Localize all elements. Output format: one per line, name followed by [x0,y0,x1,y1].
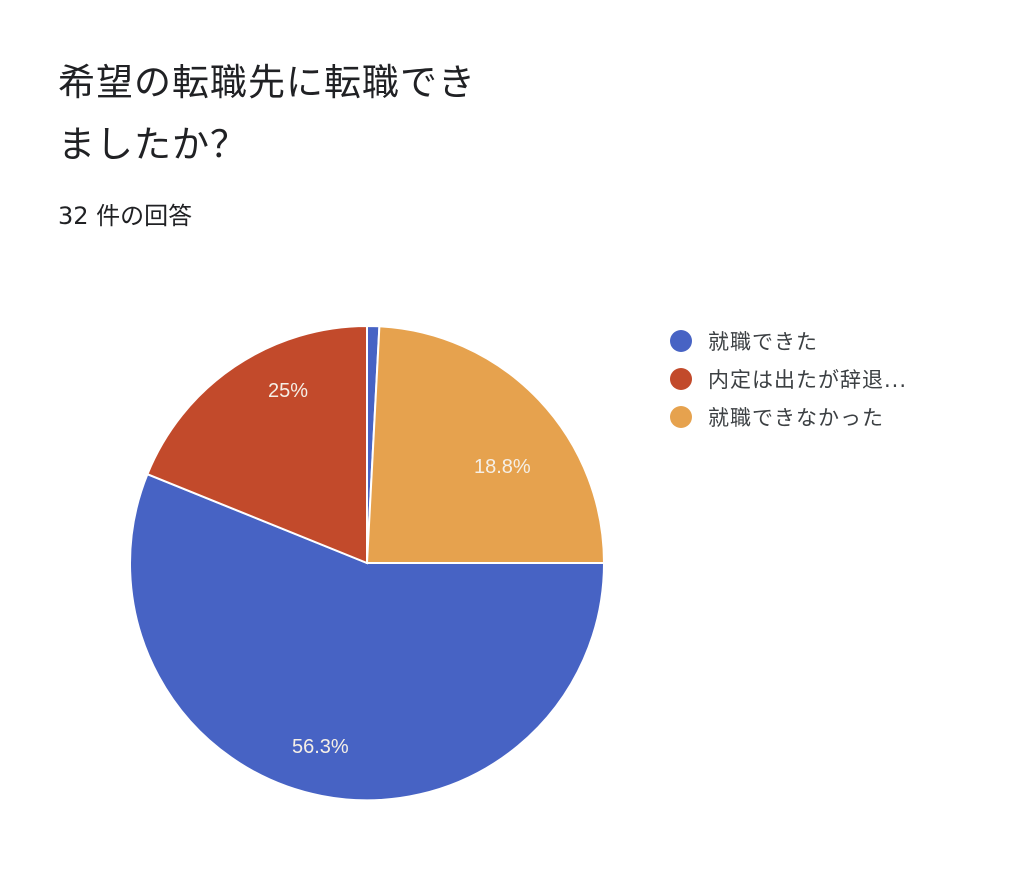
chart-title: 希望の転職先に転職でき ましたか？ [58,52,578,176]
pie-slice-red[interactable] [146,324,368,565]
chart-legend: 就職できた 内定は出たが辞退... 就職できなかった [670,322,907,436]
response-count: 32 件の回答 [58,202,193,230]
slice-label-red: 25% [268,380,309,402]
slice-label-orange: 18.8% [474,456,531,478]
legend-dot-blue-icon [670,330,692,352]
chart-title-line-1: 希望の転職先に転職でき [58,61,476,104]
legend-item-declined-offer[interactable]: 内定は出たが辞退... [670,360,907,398]
legend-dot-red-icon [670,368,692,390]
slice-label-blue: 56.3% [292,736,349,758]
pie-slice-orange[interactable] [365,325,606,564]
legend-item-not-employed[interactable]: 就職できなかった [670,398,907,436]
legend-label: 就職できた [708,330,818,354]
chart-title-line-2: ましたか？ [58,123,248,166]
pie-slice-blue[interactable] [129,472,606,802]
legend-label: 内定は出たが辞退... [708,368,908,392]
legend-dot-orange-icon [670,406,692,428]
legend-item-employed[interactable]: 就職できた [670,322,907,360]
legend-label: 就職できなかった [708,406,884,430]
